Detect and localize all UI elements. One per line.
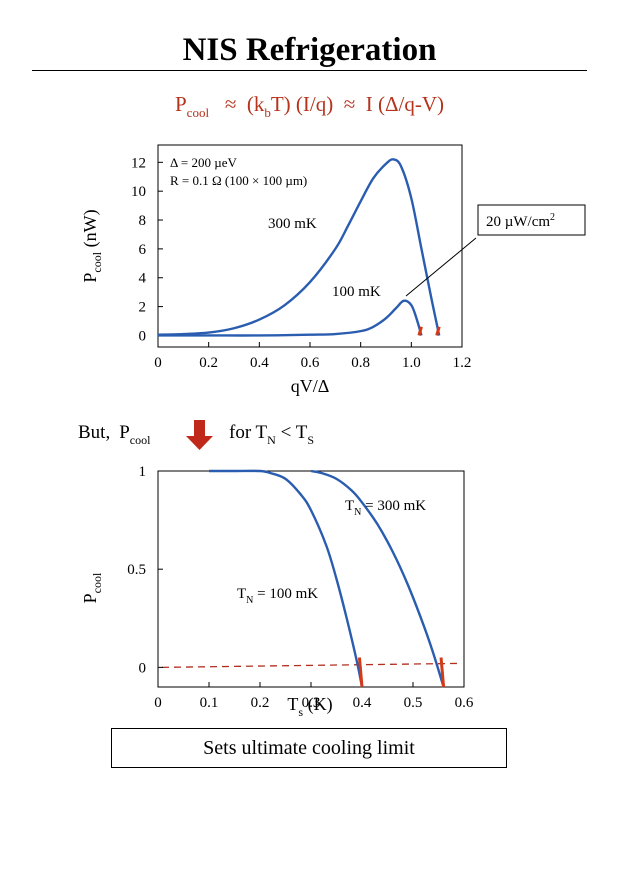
- x-tick-label: 1.2: [453, 355, 472, 371]
- y-tick-label: 8: [139, 213, 147, 229]
- eq-term1a: (k: [246, 92, 265, 116]
- chart2-series-label-100mk: TN = 100 mK: [237, 586, 318, 606]
- slide-title: NIS Refrigeration: [182, 32, 437, 68]
- y-tick-label: 6: [139, 242, 147, 258]
- eq-term1b: T) (I/q): [270, 92, 334, 116]
- x-tick-label: 0.1: [200, 695, 219, 711]
- y-tick-label: 0.5: [127, 562, 146, 578]
- x-tick-label: 0: [154, 695, 162, 711]
- chart2-y-axis-label: Pcool: [80, 572, 104, 603]
- x-tick-label: 0.6: [455, 695, 474, 711]
- chart1-end-markers: [417, 326, 441, 336]
- eq-term1-sub: b: [264, 105, 271, 120]
- x-tick-label: 0.5: [404, 695, 423, 711]
- y-tick-label: 0: [139, 660, 147, 676]
- caption-box: Sets ultimate cooling limit: [111, 728, 507, 768]
- chart1-series-label-100mk: 100 mK: [332, 284, 381, 300]
- chart1-ticks: 0 0.2 0.4 0.6 0.8 1.0 1.2 0 2 4 6 8 10 12: [131, 155, 471, 371]
- condition-lead: But, Pcool: [78, 422, 151, 447]
- condition-line: But, Pcool for TN < TS: [78, 420, 314, 450]
- y-tick-label: 12: [131, 155, 146, 171]
- chart2-zero-reference-line: [161, 662, 463, 669]
- callout-box: [477, 204, 586, 236]
- power-vs-voltage-chart: 0 0.2 0.4 0.6 0.8 1.0 1.2 0 2 4 6 8 10 12 Δ = 200 µeV…: [80, 144, 586, 396]
- condition-text: for TN < TS: [229, 422, 314, 447]
- callout-text: 20 µW/cm2: [486, 212, 555, 230]
- x-tick-label: 0.4: [353, 695, 372, 711]
- eq-p: P: [174, 92, 187, 116]
- chart2-series-label-300mk: TN = 300 mK: [345, 498, 426, 518]
- title-divider: [32, 70, 587, 71]
- chart2-x-axis-label: Ts (K): [287, 694, 332, 719]
- endpoint-marker: [439, 657, 446, 688]
- y-tick-label: 10: [131, 184, 146, 200]
- x-tick-label: 0.4: [250, 355, 269, 371]
- chart1-annotation-resistance: R = 0.1 Ω (100 × 100 µm): [170, 173, 307, 188]
- series-line-300mk: [157, 158, 441, 336]
- x-tick-label: 0.3: [302, 695, 321, 711]
- y-tick-label: 2: [139, 300, 147, 316]
- chart1-curves: [157, 158, 441, 337]
- chart2-curves: [209, 469, 445, 688]
- chart1-series-label-300mk: 300 mK: [268, 216, 317, 232]
- series-line-300mk: [310, 469, 445, 688]
- callout-leader-line: [405, 237, 477, 297]
- chart1-x-axis-label: qV/Δ: [291, 376, 330, 396]
- endpoint-marker: [357, 657, 364, 688]
- x-tick-label: 0.6: [301, 355, 320, 371]
- y-tick-label: 1: [139, 464, 147, 480]
- x-tick-label: 0.2: [199, 355, 218, 371]
- chart1-y-axis-label: Pcool (nW): [80, 209, 104, 282]
- x-tick-label: 0.2: [251, 695, 270, 711]
- series-line-100mk: [158, 299, 423, 337]
- eq-p-sub: cool: [186, 105, 210, 120]
- zero-reference-dashed-line: [161, 662, 463, 669]
- endpoint-marker: [435, 326, 441, 336]
- x-tick-label: 0.8: [351, 355, 370, 371]
- chart2-end-markers: [357, 657, 446, 688]
- chart2-ticks: 0 0.1 0.2 0.3 0.4 0.5 0.6 0 0.5 1: [127, 464, 474, 711]
- x-tick-label: 1.0: [402, 355, 421, 371]
- y-tick-label: 4: [139, 271, 147, 287]
- eq-approx-1: ≈: [224, 92, 237, 116]
- chart1-annotation-gap: Δ = 200 µeV: [170, 155, 237, 170]
- eq-approx-2: ≈: [343, 92, 356, 116]
- series-line-100mk: [209, 469, 364, 688]
- endpoint-marker: [417, 326, 423, 336]
- normalized-power-vs-temperature-chart: 0 0.1 0.2 0.3 0.4 0.5 0.6 0 0.5 1 TN = 300 mK TN …: [80, 464, 474, 719]
- down-arrow-icon: [186, 420, 213, 450]
- cooling-power-equation: Pcool ≈ (kbT) (I/q) ≈ I (Δ/q-V): [0, 92, 619, 120]
- eq-term2: I (Δ/q-V): [365, 92, 444, 116]
- y-tick-label: 0: [139, 328, 147, 344]
- x-tick-label: 0: [154, 355, 162, 371]
